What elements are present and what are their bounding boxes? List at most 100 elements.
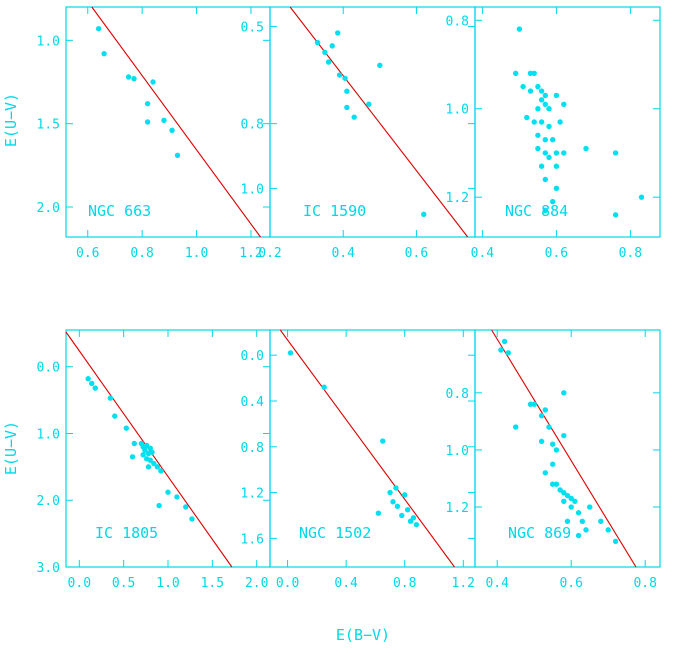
data-point — [527, 88, 534, 94]
data-point — [95, 25, 102, 32]
data-point — [366, 101, 372, 107]
y-tick-label: 1.2 — [241, 487, 264, 502]
reddening-line — [289, 6, 469, 238]
data-point — [561, 150, 567, 156]
y-tick-label: 0.8 — [241, 441, 264, 456]
y-tick-label: 0.8 — [446, 14, 469, 29]
data-point — [516, 26, 523, 32]
data-point — [325, 59, 332, 65]
x-tick-label: 0.4 — [485, 576, 509, 591]
data-point — [314, 39, 321, 46]
x-tick-label: 0.6 — [545, 246, 568, 261]
data-point — [542, 407, 548, 413]
data-point — [605, 527, 611, 533]
x-tick-label: 0.0 — [276, 576, 299, 591]
data-point — [550, 198, 556, 205]
data-point — [575, 510, 582, 516]
data-point — [542, 176, 548, 183]
y-tick-label: 1.2 — [446, 501, 469, 516]
x-tick-label: 0.2 — [258, 246, 281, 261]
data-point — [131, 75, 137, 82]
data-point — [335, 30, 341, 36]
y-axis-label-top: E(U−V) — [2, 93, 20, 147]
x-tick-label: 0.8 — [633, 576, 656, 591]
data-point — [546, 106, 552, 112]
y-tick-label: 1.0 — [446, 444, 469, 459]
data-point — [542, 92, 548, 99]
panel-frame — [269, 6, 476, 238]
data-point — [123, 425, 130, 431]
y-tick-label: 0.5 — [241, 20, 264, 35]
data-point — [598, 518, 604, 525]
data-point — [538, 88, 545, 94]
data-point — [612, 538, 619, 545]
data-point — [538, 412, 545, 419]
data-point — [112, 413, 118, 419]
data-point — [404, 507, 411, 513]
data-point — [538, 97, 545, 103]
y-tick-label: 0.0 — [37, 361, 60, 376]
data-point — [524, 114, 530, 121]
data-point — [535, 106, 541, 112]
x-tick-label: 0.6 — [559, 576, 582, 591]
x-tick-label: 0.5 — [112, 576, 135, 591]
data-point — [375, 510, 382, 516]
data-point — [344, 88, 350, 94]
x-tick-label: 0.0 — [68, 576, 91, 591]
data-point — [505, 350, 511, 356]
data-point — [329, 43, 335, 49]
data-point — [535, 83, 541, 90]
data-point — [535, 145, 541, 152]
x-tick-label: 1.5 — [201, 576, 224, 591]
y-tick-label: 1.5 — [37, 118, 60, 133]
data-point — [321, 384, 327, 390]
data-point — [142, 447, 148, 453]
data-point — [107, 395, 114, 401]
panel-0: 0.6 0.8 1.0 1.2 1.0 1.5 2.0 NGC 663 — [37, 6, 271, 261]
data-point — [501, 338, 508, 345]
data-point — [149, 449, 155, 455]
data-point — [538, 438, 545, 445]
panel-4: 0.0 0.4 0.8 1.2 0.0 0.4 0.8 1.2 1.6 NGC 1502 — [241, 329, 476, 591]
x-tick-label: 0.4 — [471, 246, 495, 261]
x-tick-label: 0.4 — [331, 246, 355, 261]
data-point — [531, 70, 537, 77]
data-point — [513, 70, 519, 77]
data-point — [542, 101, 548, 108]
data-point — [169, 127, 175, 134]
data-point — [336, 72, 343, 78]
data-point — [125, 74, 132, 80]
x-tick-label: 0.8 — [130, 246, 153, 261]
data-point — [568, 495, 574, 502]
data-point — [85, 376, 91, 382]
data-point — [561, 432, 567, 439]
panels-group: 0.6 0.8 1.0 1.2 1.0 1.5 2.0 NGC 663 0.2 0.4 0.6 0.5… — [37, 6, 661, 591]
y-tick-label: 1.0 — [37, 427, 60, 442]
panel-5: 0.4 0.6 0.8 0.8 1.0 1.2 NGC 869 — [446, 329, 661, 591]
data-point — [390, 499, 396, 505]
data-point — [189, 516, 195, 522]
data-point — [287, 350, 294, 356]
data-point — [399, 512, 405, 519]
y-tick-label: 0.4 — [241, 395, 265, 410]
data-point — [568, 504, 574, 510]
x-tick-label: 1.0 — [156, 576, 179, 591]
data-point — [564, 492, 571, 499]
data-point — [572, 498, 578, 505]
y-tick-label: 1.0 — [37, 34, 60, 49]
data-point — [131, 440, 137, 447]
reddening-line — [491, 329, 637, 568]
cluster-name-label: NGC 663 — [88, 202, 151, 220]
y-tick-label: 0.8 — [241, 118, 264, 133]
data-point — [394, 503, 401, 510]
data-point — [174, 152, 181, 159]
panel-frame — [474, 329, 661, 568]
data-point — [498, 347, 504, 353]
data-point — [538, 119, 545, 125]
data-point — [546, 154, 552, 161]
y-tick-label: 1.0 — [446, 103, 469, 118]
x-tick-label: 0.4 — [334, 576, 358, 591]
data-point — [387, 489, 393, 496]
x-tick-label: 1.2 — [239, 246, 262, 261]
